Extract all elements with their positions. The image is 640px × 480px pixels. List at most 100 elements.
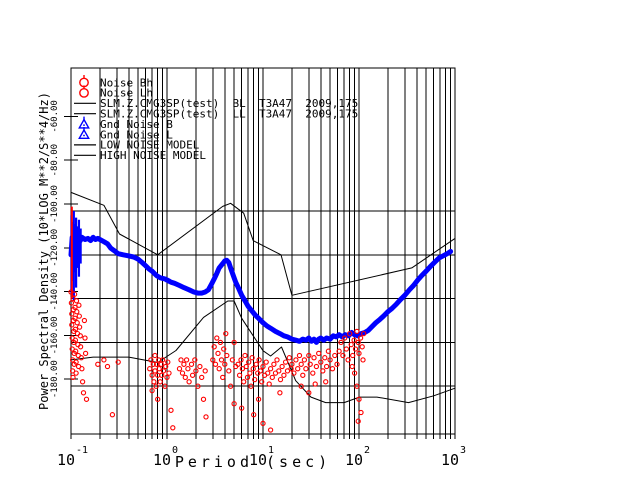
series-high-noise-model xyxy=(70,191,456,296)
scatter-point xyxy=(263,359,269,365)
scatter-point xyxy=(293,357,299,363)
scatter-point xyxy=(82,335,88,341)
scatter-point xyxy=(350,352,356,359)
scatter-point xyxy=(76,302,82,308)
scatter-point xyxy=(298,361,304,367)
scatter-point xyxy=(323,379,329,385)
x-tick-exponent: -1 xyxy=(76,445,88,456)
scatter-point xyxy=(217,339,224,346)
scatter-point xyxy=(276,368,282,374)
scatter-point xyxy=(357,335,364,341)
scatter-point xyxy=(300,372,306,378)
scatter-point xyxy=(178,357,184,363)
y-axis-title: Power Spectral Density (10*LOG M**2/S**4… xyxy=(37,92,51,410)
legend-label: LOW NOISE MODEL xyxy=(100,139,200,152)
scatter-point xyxy=(306,352,312,359)
scatter-point xyxy=(359,344,365,350)
scatter-point xyxy=(355,418,361,424)
series-noise-lh xyxy=(147,328,367,433)
scatter-point xyxy=(251,412,257,418)
scatter-point xyxy=(168,407,174,413)
legend-label: Gnd Noise L xyxy=(100,128,173,141)
scatter-point xyxy=(250,366,256,372)
scatter-point xyxy=(79,366,85,372)
scatter-point xyxy=(238,357,244,363)
scatter-point xyxy=(348,341,354,348)
scatter-point xyxy=(73,298,80,304)
scatter-point xyxy=(176,366,183,372)
scatter-point xyxy=(152,352,158,359)
scatter-point xyxy=(166,370,172,376)
scatter-point xyxy=(212,361,219,367)
scatter-point xyxy=(186,379,192,385)
x-tick-label: 10 xyxy=(57,451,75,469)
scatter-point xyxy=(269,374,275,381)
scatter-point xyxy=(197,363,203,370)
scatter-point xyxy=(279,363,285,370)
x-tick-label: 10 xyxy=(249,451,267,469)
x-tick-label: 10 xyxy=(441,451,459,469)
scatter-point xyxy=(298,383,304,389)
scatter-point xyxy=(246,359,252,365)
legend-label: SLM.Z.CMG3SP(test) LL T3A47 2009,175 xyxy=(100,108,358,121)
scatter-point xyxy=(289,361,295,367)
scatter-point xyxy=(235,361,241,367)
scatter-point xyxy=(239,366,246,372)
scatter-point xyxy=(260,420,266,427)
scatter-point xyxy=(68,300,75,306)
scatter-point xyxy=(227,383,234,389)
scatter-point xyxy=(152,368,158,374)
scatter-point xyxy=(77,344,84,350)
scatter-point xyxy=(241,379,247,385)
scatter-point xyxy=(73,370,79,376)
scatter-point xyxy=(229,357,236,363)
scatter-point xyxy=(223,330,229,337)
scatter-point xyxy=(277,390,283,396)
scatter-point xyxy=(76,313,82,319)
scatter-point xyxy=(354,328,360,335)
scatter-point xyxy=(72,326,79,332)
scatter-point xyxy=(358,409,364,416)
scatter-point xyxy=(159,357,166,363)
scatter-point xyxy=(202,368,208,374)
legend-item: LOW NOISE MODEL xyxy=(74,139,200,152)
legend-item: Gnd Noise L xyxy=(78,127,173,141)
triangle-marker-icon xyxy=(78,128,90,140)
legend-label: SLM.Z.CMG3SP(test) BL T3A47 2009,175 xyxy=(100,97,358,110)
x-axis-title: Period (sec) xyxy=(175,453,331,471)
scatter-point xyxy=(342,335,348,341)
scatter-point xyxy=(76,324,83,330)
scatter-point xyxy=(69,322,75,328)
scatter-point xyxy=(310,370,316,376)
scatter-point xyxy=(104,363,111,370)
x-tick-exponent: 2 xyxy=(364,445,370,456)
scatter-point xyxy=(211,344,217,350)
scatter-point xyxy=(336,348,342,354)
scatter-point xyxy=(259,379,265,385)
legend-item: Noise Lh xyxy=(79,85,153,100)
scatter-point xyxy=(286,355,292,361)
scatter-point xyxy=(95,361,101,367)
scatter-point xyxy=(220,374,226,381)
scatter-point xyxy=(159,372,165,378)
scatter-point xyxy=(160,368,167,374)
scatter-point xyxy=(242,352,248,359)
scatter-point xyxy=(199,374,205,381)
scatter-point xyxy=(72,315,78,321)
scatter-point xyxy=(323,363,330,370)
scatter-point xyxy=(165,359,171,365)
scatter-point xyxy=(343,346,350,352)
scatter-point xyxy=(265,370,271,376)
scatter-point xyxy=(231,339,237,346)
scatter-point xyxy=(182,374,188,381)
scatter-point xyxy=(239,405,245,411)
scatter-point xyxy=(72,337,79,343)
y-tick-label: -80.00 xyxy=(50,144,60,177)
scatter-point xyxy=(192,357,198,363)
scatter-point xyxy=(282,359,289,365)
scatter-point xyxy=(301,357,308,363)
scatter-point xyxy=(72,304,78,311)
scatter-point xyxy=(355,339,361,346)
scatter-point xyxy=(81,317,88,324)
scatter-point xyxy=(214,335,220,341)
